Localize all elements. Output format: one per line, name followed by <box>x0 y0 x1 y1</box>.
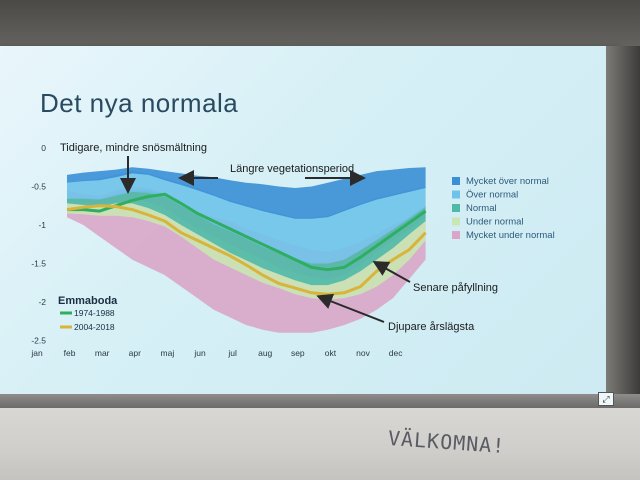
y-tick-label: 0 <box>41 143 46 153</box>
annotation-layer: Tidigare, mindre snösmältning Längre vege… <box>60 142 498 333</box>
annotation-early: Tidigare, mindre snösmältning <box>60 142 207 154</box>
fullscreen-icon[interactable]: ⤢ <box>598 392 614 406</box>
series-label: 2004-2018 <box>74 322 115 332</box>
series-line-1 <box>66 204 427 296</box>
x-tick-label: feb <box>64 348 76 358</box>
x-tick-label: nov <box>356 348 370 358</box>
x-tick-label: jun <box>193 348 206 358</box>
annotation-later: Senare påfyllning <box>413 282 498 294</box>
x-tick-label: jan <box>30 348 43 358</box>
annotation-longer: Längre vegetationsperiod <box>230 163 354 175</box>
y-tick-layer: 0 -0.5 -1 -1.5 -2 -2.5 <box>31 143 46 346</box>
y-tick-label: -1 <box>38 220 46 230</box>
y-tick-label: -2 <box>38 297 46 307</box>
series-line-0 <box>67 192 427 272</box>
legend-swatch <box>452 204 460 212</box>
x-tick-label: maj <box>161 348 175 358</box>
series-label: 1974-1988 <box>74 308 115 318</box>
slide-title: Det nya normala <box>40 88 239 118</box>
annotation-arrow <box>316 293 385 323</box>
y-tick-label: -0.5 <box>31 182 46 192</box>
x-tick-label: dec <box>389 348 403 358</box>
whiteboard <box>0 408 640 480</box>
legend-label: Över normal <box>466 190 518 201</box>
legend-swatch <box>452 231 460 239</box>
legend-swatch <box>452 217 460 226</box>
legend: Mycket över normal Över normal Normal Under… <box>452 176 555 241</box>
legend-swatch <box>452 190 460 199</box>
annotation-deeper: Djupare årslägsta <box>388 321 475 333</box>
legend-label: Under normal <box>466 217 524 228</box>
x-tick-label: okt <box>325 348 337 358</box>
screen-ledge <box>0 394 640 408</box>
legend-swatch <box>452 177 460 185</box>
station-name: Emmaboda <box>58 295 118 307</box>
x-tick-label: jul <box>227 348 237 358</box>
x-tick-label: apr <box>129 348 141 358</box>
y-tick-label: -2.5 <box>31 336 46 346</box>
x-tick-label: aug <box>258 348 272 358</box>
legend-label: Normal <box>466 203 497 214</box>
x-tick-label: sep <box>291 348 305 358</box>
y-tick-label: -1.5 <box>31 259 46 269</box>
band-4 <box>67 167 426 219</box>
legend-label: Mycket under normal <box>466 230 555 241</box>
screen-edge <box>606 46 640 406</box>
x-tick-label: mar <box>95 348 110 358</box>
x-tick-layer: jan feb mar apr maj jun jul aug sep okt nov dec <box>30 348 403 358</box>
legend-label: Mycket över normal <box>466 176 549 187</box>
annotation-arrow <box>372 261 411 283</box>
series-layer <box>66 192 427 296</box>
